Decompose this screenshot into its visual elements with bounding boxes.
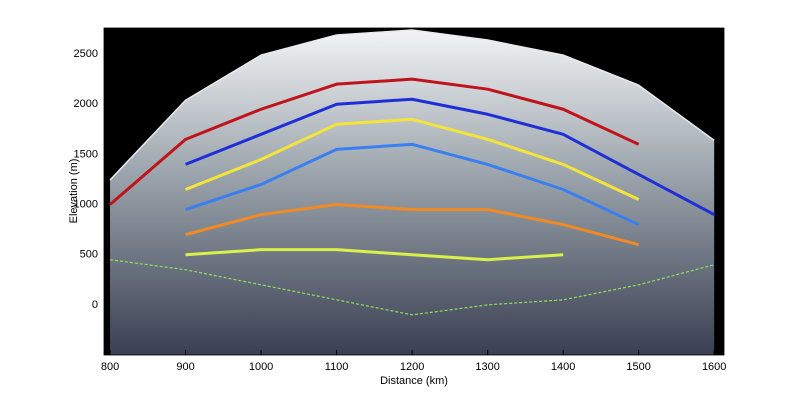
plot-area (109, 29, 715, 355)
plot-frame (103, 27, 725, 356)
series-line (109, 77, 640, 206)
x-axis-label: Distance (km) (380, 375, 448, 387)
x-tick-label: 1500 (626, 361, 650, 373)
series-line (185, 248, 564, 262)
y-tick-label: 2500 (74, 48, 98, 60)
y-tick-label: 1500 (74, 148, 98, 160)
series-line (109, 259, 715, 316)
y-tick-label: 1000 (74, 198, 98, 210)
x-tick-label: 1400 (551, 361, 575, 373)
series-line (185, 117, 640, 201)
y-tick-label: 2000 (74, 98, 98, 110)
y-axis-label: Elevation (m) (68, 159, 80, 224)
radar-fill (110, 30, 715, 355)
x-tick-label: 800 (101, 361, 119, 373)
y-tick-label: 500 (80, 249, 98, 261)
x-tick-label: 1200 (400, 361, 424, 373)
x-tick-label: 1600 (702, 361, 726, 373)
x-tick-label: 1300 (475, 361, 499, 373)
series-line (185, 203, 640, 247)
x-tick-label: 1100 (325, 361, 349, 373)
x-tick-label: 1000 (249, 361, 273, 373)
series-line (185, 142, 640, 226)
y-tick-label: 0 (92, 299, 98, 311)
series-line (185, 97, 715, 216)
series-line (109, 29, 715, 181)
x-tick-label: 900 (176, 361, 194, 373)
